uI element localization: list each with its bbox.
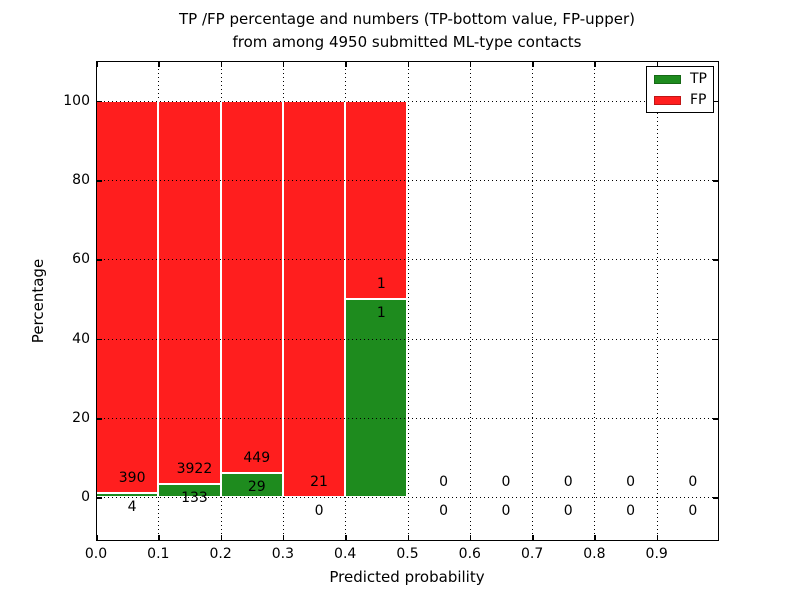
x-tick-mark: [407, 535, 409, 540]
x-tick-label: 0.9: [645, 546, 668, 562]
x-tick-label: 0.0: [84, 546, 108, 562]
y-gridline: [96, 100, 719, 102]
tp-count-label: 0: [439, 503, 449, 520]
y-gridline: [96, 180, 719, 181]
legend-label-tp: TP: [690, 71, 707, 87]
fp-count-label: 21: [310, 474, 328, 491]
y-tick-mark: [97, 100, 102, 103]
y-tick-mark: [97, 259, 102, 261]
x-tick-mark: [469, 535, 472, 540]
x-tick-mark: [656, 535, 659, 540]
x-tick-label: 0.3: [271, 546, 295, 562]
x-tick-label: 0.2: [209, 546, 232, 562]
chart-legend: TP FP: [646, 66, 714, 113]
fp-count-label: 0: [439, 474, 449, 491]
fp-count-label: 449: [243, 450, 271, 467]
tp-count-label: 0: [626, 503, 636, 520]
y-gridline: [96, 259, 719, 261]
y-tick-mark: [713, 338, 718, 341]
y-tick-label: 40: [72, 330, 90, 347]
y-tick-label: 0: [81, 489, 90, 506]
tp-count-label: 1: [376, 305, 386, 322]
tp-count-label: 0: [314, 503, 324, 520]
bar-segment-tp: [345, 299, 408, 498]
chart-title-line2: from among 4950 submitted ML-type contac…: [232, 33, 582, 51]
y-tick-label: 100: [63, 92, 90, 109]
x-tick-label: 0.1: [147, 546, 170, 562]
bar-segment-tp: [158, 484, 221, 498]
x-tick-mark: [96, 62, 98, 67]
x-tick-label: 0.4: [334, 546, 357, 562]
y-tick-mark: [713, 180, 718, 182]
legend-item-tp: TP: [654, 71, 707, 87]
y-tick-mark: [97, 338, 102, 341]
y-gridline: [96, 418, 719, 420]
x-tick-mark: [158, 62, 160, 67]
y-tick-label: 80: [72, 172, 90, 188]
bar-segment-fp: [220, 100, 283, 474]
y-tick-mark: [713, 418, 718, 420]
x-tick-mark: [96, 535, 98, 540]
x-gridline: [407, 61, 409, 541]
tp-color-swatch: [654, 74, 681, 84]
tp-count-label: 133: [181, 490, 208, 507]
tp-count-label: 4: [127, 499, 137, 516]
bar-segment-tp: [220, 473, 283, 498]
x-tick-mark: [532, 62, 534, 67]
y-gridline: [96, 338, 719, 340]
bar-segment-fp: [282, 100, 346, 498]
fp-count-label: 390: [118, 470, 146, 487]
bar-segment-fp: [345, 100, 408, 299]
x-tick-mark: [220, 535, 223, 540]
bar-segment-fp: [158, 100, 221, 485]
y-tick-mark: [713, 497, 718, 499]
x-tick-label: 0.5: [396, 546, 419, 562]
x-tick-label: 0.6: [458, 546, 481, 562]
tp-count-label: 29: [247, 479, 266, 496]
fp-count-label: 0: [501, 474, 511, 491]
legend-label-fp: FP: [690, 92, 707, 108]
fp-count-label: 0: [688, 474, 698, 491]
x-gridline: [594, 61, 596, 541]
x-tick-mark: [282, 62, 285, 67]
y-tick-mark: [97, 497, 102, 499]
fp-count-label: 0: [626, 474, 636, 491]
tp-count-label: 0: [501, 503, 511, 520]
y-tick-mark: [97, 180, 102, 182]
x-tick-mark: [345, 535, 347, 540]
bar-segment-fp: [96, 100, 159, 494]
y-tick-mark: [713, 259, 718, 261]
x-axis-label: Predicted probability: [329, 568, 485, 586]
tp-count-label: 0: [688, 503, 698, 520]
x-tick-mark: [282, 535, 285, 540]
tp-count-label: 0: [563, 503, 573, 520]
chart-title-line1: TP /FP percentage and numbers (TP-bottom…: [179, 10, 635, 28]
x-tick-mark: [594, 535, 596, 540]
x-tick-mark: [469, 62, 472, 67]
x-tick-mark: [407, 62, 409, 67]
x-tick-mark: [345, 62, 347, 67]
x-tick-label: 0.8: [583, 546, 606, 562]
y-tick-mark: [97, 418, 102, 420]
y-axis-label: Percentage: [29, 258, 47, 344]
fp-count-label: 1: [376, 276, 386, 293]
x-tick-mark: [220, 62, 223, 67]
x-gridline: [656, 61, 658, 541]
legend-item-fp: FP: [654, 92, 707, 108]
fp-count-label: 3922: [176, 461, 213, 478]
x-tick-mark: [656, 62, 659, 67]
y-tick-mark: [713, 100, 718, 103]
fp-color-swatch: [654, 95, 681, 105]
x-tick-mark: [594, 62, 596, 67]
fp-count-label: 0: [563, 474, 573, 491]
x-tick-mark: [532, 535, 534, 540]
x-tick-label: 0.7: [520, 546, 544, 562]
x-gridline: [532, 61, 534, 541]
x-tick-mark: [158, 535, 160, 540]
y-tick-label: 60: [72, 251, 90, 268]
x-gridline: [469, 61, 471, 541]
y-gridline: [96, 497, 719, 499]
y-tick-label: 20: [72, 410, 90, 427]
